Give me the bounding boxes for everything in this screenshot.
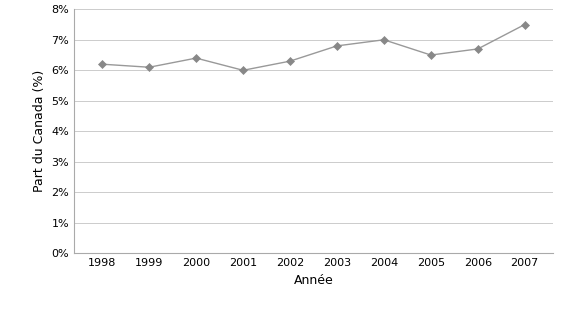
Y-axis label: Part du Canada (%): Part du Canada (%)	[33, 70, 46, 193]
X-axis label: Année: Année	[294, 274, 333, 287]
